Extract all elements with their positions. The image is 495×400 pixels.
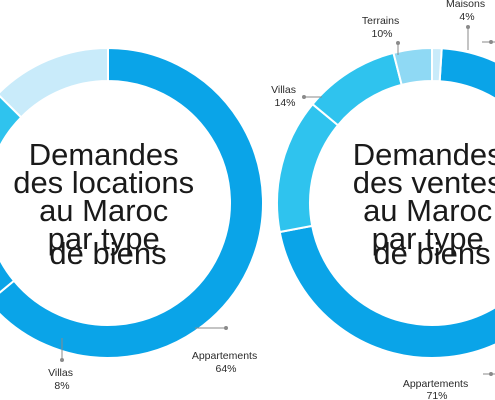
rentals-title-line-1: Demandes xyxy=(29,137,179,172)
leader-maisons-ventes xyxy=(466,25,470,50)
label-percent: 8% xyxy=(54,380,69,392)
leader-dot xyxy=(466,25,470,29)
sales-title-line-5: de biens xyxy=(373,236,490,271)
leader-dot xyxy=(302,95,306,99)
sales-donut: Demandes des ventes au Maroc par type de… xyxy=(271,0,495,400)
leader-appartements-ventes xyxy=(483,372,495,376)
label-appartements-ventes: Appartements 71% xyxy=(403,378,471,400)
label-name: Maisons xyxy=(446,0,485,10)
label-villas-ventes: Villas 14% xyxy=(271,84,299,109)
label-appartements-locations: Appartements 64% xyxy=(192,350,260,375)
sales-title-line-4: par type xyxy=(372,221,484,256)
leader-villas-ventes xyxy=(302,95,322,99)
slice-appartements-locations xyxy=(0,46,264,359)
rentals-donut: Demandes des locations au Maroc par type… xyxy=(0,46,264,392)
slice-terrains-ventes xyxy=(311,51,403,127)
sales-title-line-1: Demandes xyxy=(353,137,495,172)
leader-villas-locations xyxy=(60,338,64,362)
leader-unlabeled-ventes xyxy=(482,40,495,44)
sales-title-line-2: des ventes xyxy=(353,165,495,200)
slice-villas-locations xyxy=(0,257,16,294)
slice-unlabeled-pale-locations xyxy=(0,46,109,119)
label-name: Villas xyxy=(271,84,296,96)
label-name: Appartements xyxy=(192,350,257,362)
label-villas-locations: Villas 8% xyxy=(48,367,76,392)
label-percent: 14% xyxy=(274,97,295,109)
slice-unlabeled-mid-locations xyxy=(0,94,23,149)
label-name: Appartements xyxy=(403,378,468,390)
leader-dot xyxy=(489,40,493,44)
leader-terrains-ventes xyxy=(396,41,400,55)
rentals-title-line-3: au Maroc xyxy=(39,193,168,228)
slice-villas-ventes xyxy=(275,102,340,234)
sales-title: Demandes des ventes au Maroc par type de… xyxy=(353,137,495,271)
leader-dot xyxy=(396,41,400,45)
rentals-title: Demandes des locations au Maroc par type… xyxy=(13,137,203,271)
leader-dot xyxy=(224,326,228,330)
rentals-title-line-4: par type xyxy=(48,221,160,256)
slice-appartements-ventes xyxy=(278,47,495,359)
label-maisons-ventes: Maisons 4% xyxy=(446,0,488,23)
slice-maisons-ventes xyxy=(392,46,433,87)
label-percent: 71% xyxy=(426,390,447,400)
slice-unlabeled-pale-ventes xyxy=(431,46,443,83)
label-name: Terrains xyxy=(362,15,399,27)
leader-appartements-locations xyxy=(195,326,228,330)
label-percent: 4% xyxy=(459,11,474,23)
label-percent: 10% xyxy=(371,28,392,40)
label-terrains-ventes: Terrains 10% xyxy=(362,15,402,40)
label-name: Villas xyxy=(48,367,73,379)
leader-dot xyxy=(60,358,64,362)
label-percent: 64% xyxy=(215,363,236,375)
sales-title-line-3: au Maroc xyxy=(363,193,492,228)
rentals-title-line-5: de biens xyxy=(49,236,166,271)
rentals-title-line-2: des locations xyxy=(13,165,194,200)
